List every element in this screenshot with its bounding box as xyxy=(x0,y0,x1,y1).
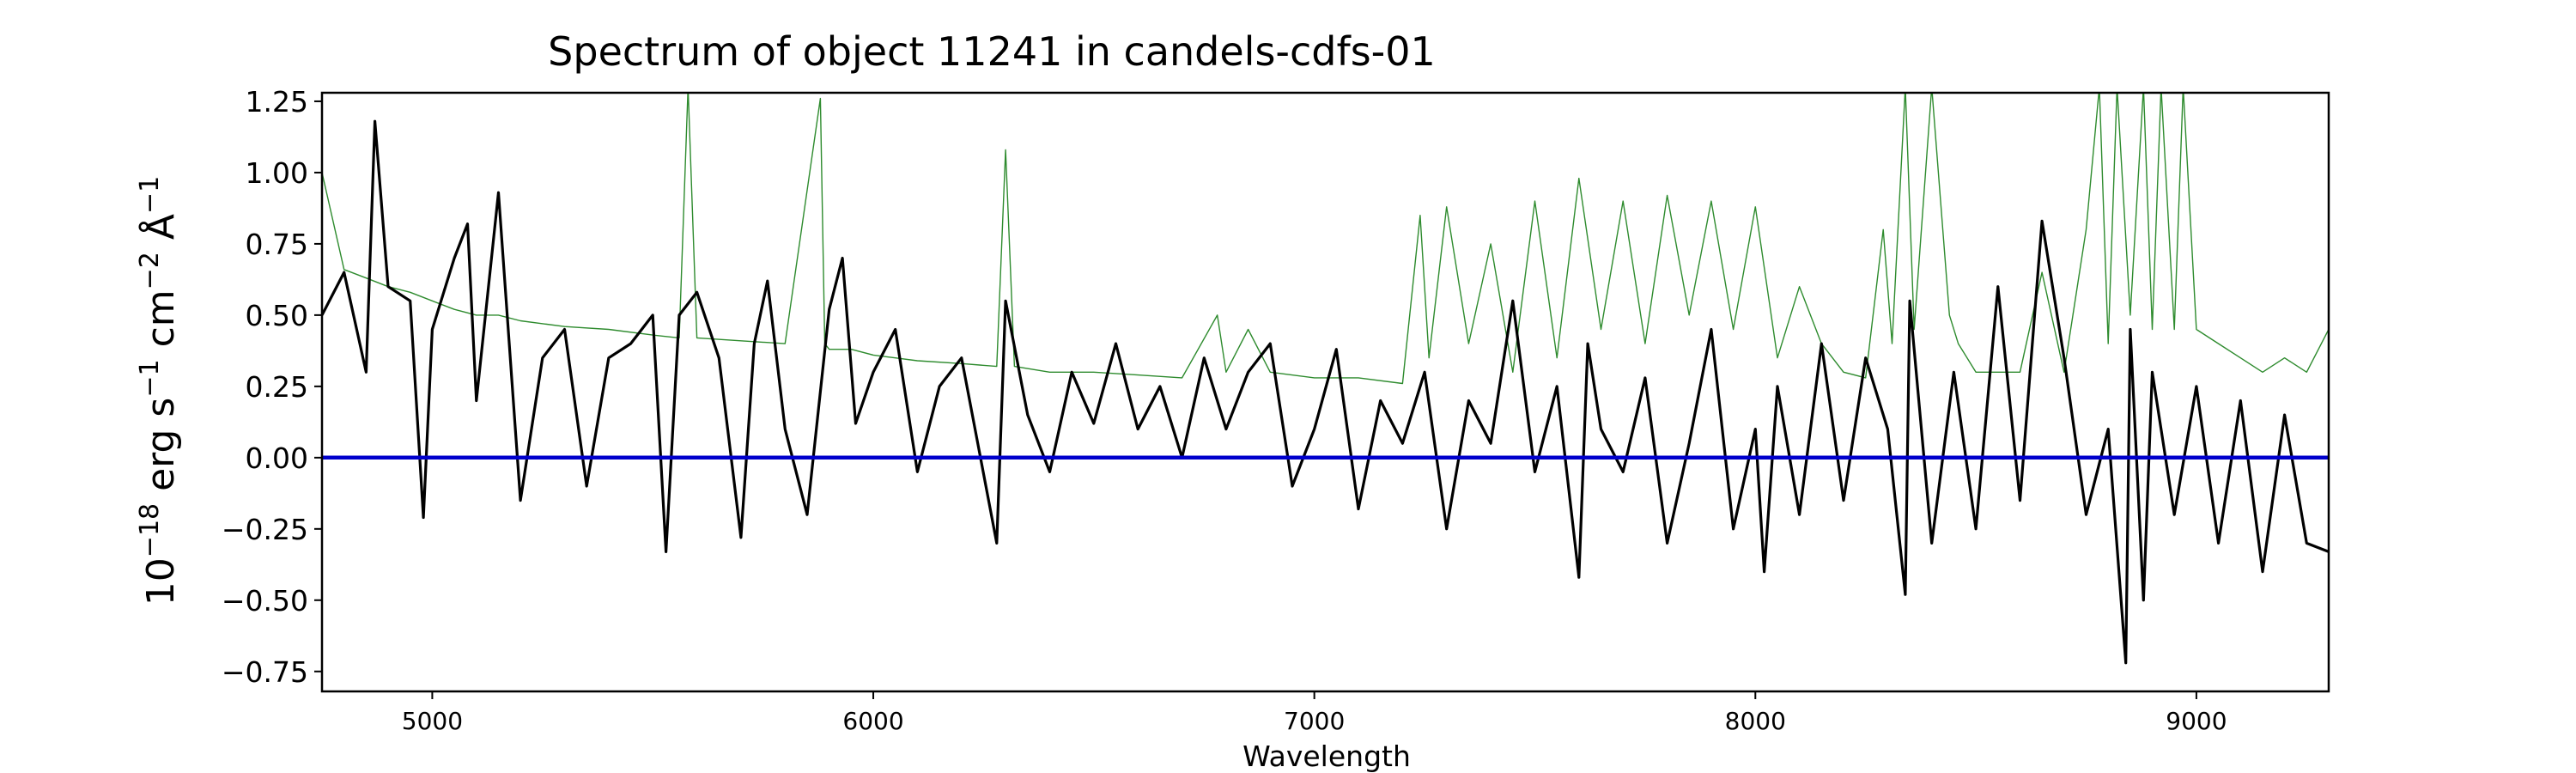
chart-title: Spectrum of object 11241 in candels-cdfs… xyxy=(548,28,1436,75)
y-axis-label: 10−18 erg s−1 cm−2 Å−1 xyxy=(135,176,183,606)
x-tick-label: 8000 xyxy=(1725,707,1786,735)
y-tick-label: −0.25 xyxy=(222,513,308,546)
y-axis: 1.25 1.00 0.75 0.50 0.25 0.00 −0.25 −0.50 −0.75 xyxy=(222,85,322,689)
x-axis-label: Wavelength xyxy=(1242,740,1411,773)
x-tick-label: 9000 xyxy=(2166,707,2227,735)
y-tick-label: 1.25 xyxy=(246,85,308,119)
error-series-line xyxy=(322,93,2329,385)
x-axis: 5000 6000 7000 8000 9000 xyxy=(402,691,2227,735)
y-tick-label: 0.50 xyxy=(246,299,308,332)
x-tick-label: 5000 xyxy=(402,707,463,735)
series-layer xyxy=(322,93,2329,665)
x-tick-label: 6000 xyxy=(842,707,903,735)
x-tick-label: 7000 xyxy=(1284,707,1345,735)
y-tick-label: 0.75 xyxy=(246,228,308,261)
y-tick-label: 1.00 xyxy=(246,156,308,190)
y-tick-label: 0.25 xyxy=(246,370,308,404)
y-tick-label: 0.00 xyxy=(246,441,308,475)
flux-series-line xyxy=(322,119,2329,665)
plot-frame xyxy=(320,91,2330,693)
y-tick-label: −0.50 xyxy=(222,584,308,618)
y-tick-label: −0.75 xyxy=(222,655,308,689)
